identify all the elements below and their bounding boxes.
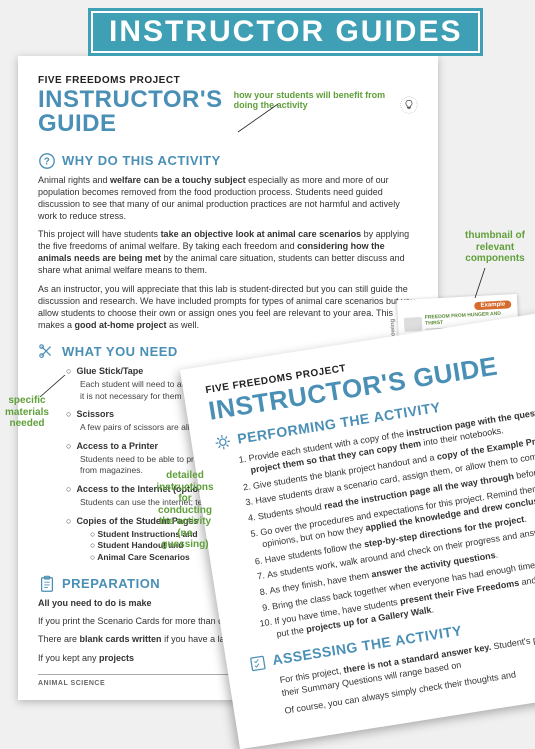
scissors-icon	[38, 343, 56, 361]
annotation-materials: specific materials needed	[2, 395, 52, 430]
gear-icon	[212, 432, 233, 453]
annotation-line	[218, 104, 298, 134]
thumb-img	[404, 317, 423, 332]
annotation-thumbnail: thumbnail of relevant components	[459, 230, 531, 265]
page-2: FIVE FREEDOMS PROJECT INSTRUCTOR'S GUIDE…	[180, 304, 535, 749]
main-title: INSTRUCTOR'S GUIDE	[38, 88, 224, 136]
annotation-line-thumb	[470, 268, 500, 303]
section-why-title: ? WHY DO THIS ACTIVITY	[38, 152, 418, 170]
checklist-icon	[248, 653, 269, 674]
why-p2: This project will have students take an …	[38, 228, 418, 277]
svg-text:?: ?	[44, 156, 50, 167]
page-2-wrap: FIVE FREEDOMS PROJECT INSTRUCTOR'S GUIDE…	[180, 304, 535, 749]
header-badge: INSTRUCTOR GUIDES	[88, 8, 483, 56]
lightbulb-icon	[400, 92, 418, 118]
why-p3: As an instructor, you will appreciate th…	[38, 283, 418, 332]
clipboard-icon	[38, 575, 56, 593]
question-icon: ?	[38, 152, 56, 170]
annotation-detailed: detailed instructions for conducting the…	[155, 470, 215, 551]
why-p1: Animal rights and welfare can be a touch…	[38, 174, 418, 223]
